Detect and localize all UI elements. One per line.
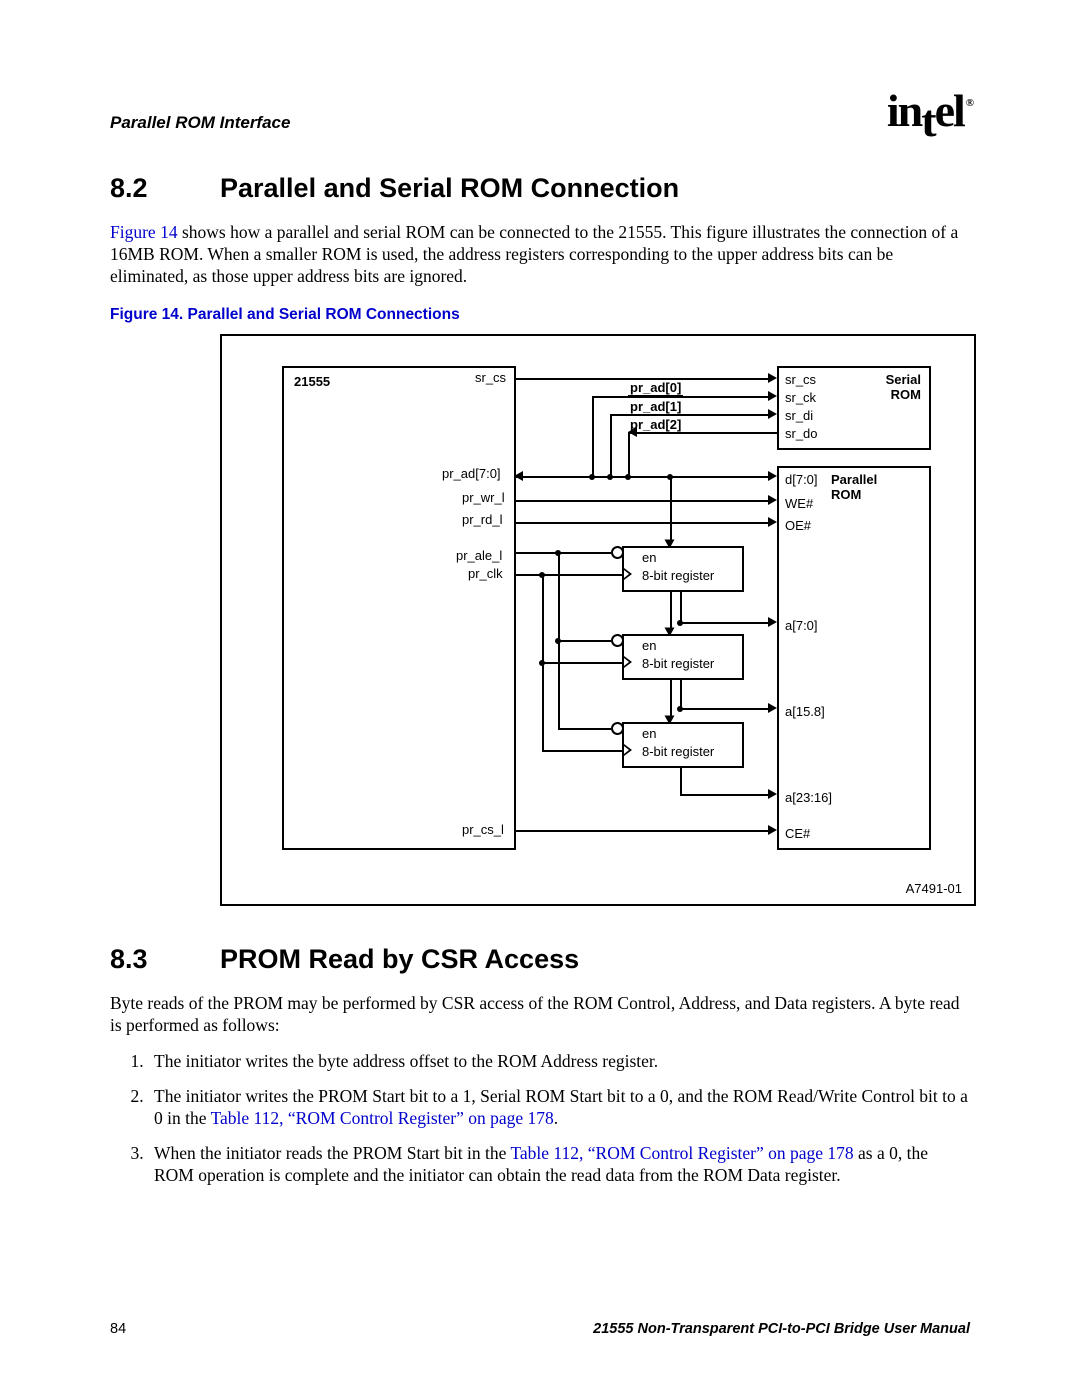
- arrow-d70-l: [514, 471, 523, 481]
- register-3: en 8-bit register: [622, 722, 744, 768]
- pin-sr-do: sr_do: [785, 426, 818, 441]
- pin-left-sr-cs: sr_cs: [475, 370, 506, 385]
- parallel-rom-label: ParallelROM: [831, 472, 877, 502]
- pin-left-prwrl: pr_wr_l: [462, 490, 505, 505]
- step-3: When the initiator reads the PROM Start …: [148, 1142, 970, 1187]
- heading-8-2: 8.2Parallel and Serial ROM Connection: [110, 173, 970, 204]
- section-8-2-paragraph: Figure 14 shows how a parallel and seria…: [110, 222, 970, 288]
- page-header: Parallel ROM Interface intel®: [110, 80, 970, 133]
- reg2-en: en: [642, 638, 656, 653]
- step-1: The initiator writes the byte address of…: [148, 1050, 970, 1072]
- serial-rom-label: SerialROM: [886, 372, 921, 402]
- arrow-we: [768, 495, 777, 505]
- arrow-a2316: [768, 789, 777, 799]
- table-112-link-b[interactable]: Table 112, “ROM Control Register” on pag…: [510, 1143, 853, 1163]
- arrow-ce: [768, 825, 777, 835]
- table-112-link-a[interactable]: Table 112, “ROM Control Register” on pag…: [211, 1108, 554, 1128]
- reg3-en-bubble: [611, 722, 624, 735]
- intel-logo: intel®: [887, 84, 970, 137]
- figure-corner-id: A7491-01: [906, 881, 962, 896]
- heading-title-83: PROM Read by CSR Access: [220, 944, 579, 974]
- pin-left-prad70: pr_ad[7:0]: [442, 466, 501, 481]
- heading-title: Parallel and Serial ROM Connection: [220, 173, 679, 203]
- reg1-en-bubble: [611, 546, 624, 559]
- paragraph-text: shows how a parallel and serial ROM can …: [110, 222, 958, 286]
- wire-prad2-v: [628, 432, 630, 478]
- arrow-sr-ck: [768, 391, 777, 401]
- section-8-3-intro: Byte reads of the PROM may be performed …: [110, 993, 970, 1037]
- manual-title: 21555 Non-Transparent PCI-to-PCI Bridge …: [593, 1321, 970, 1337]
- heading-8-3: 8.3PROM Read by CSR Access: [110, 944, 970, 975]
- reg1-en: en: [642, 550, 656, 565]
- arrow-oe: [768, 517, 777, 527]
- pin-sr-cs: sr_cs: [785, 372, 816, 387]
- bus-label-prad1: pr_ad[1]: [628, 399, 683, 416]
- pin-a158: a[15.8]: [785, 704, 825, 719]
- page-number: 84: [110, 1321, 126, 1337]
- pin-sr-ck: sr_ck: [785, 390, 816, 405]
- wire-prad-down1: [670, 476, 672, 542]
- wire-we: [514, 500, 768, 502]
- chip-serial-rom: SerialROM sr_cs sr_ck sr_di sr_do: [777, 366, 931, 450]
- wire-prad0-v: [592, 396, 594, 478]
- figure-14-caption: Figure 14. Parallel and Serial ROM Conne…: [110, 306, 970, 324]
- pin-left-pralel: pr_ale_l: [456, 548, 502, 563]
- wire-ce: [514, 830, 768, 832]
- wire-prad-main: [514, 476, 768, 478]
- page: Parallel ROM Interface intel® 8.2Paralle…: [0, 0, 1080, 1397]
- register-1: en 8-bit register: [622, 546, 744, 592]
- reg3-clk-icon: [624, 744, 632, 756]
- pin-oe: OE#: [785, 518, 811, 533]
- bus-label-prad0: pr_ad[0]: [628, 380, 683, 397]
- pin-left-prrdl: pr_rd_l: [462, 512, 502, 527]
- page-footer: 84 21555 Non-Transparent PCI-to-PCI Brid…: [110, 1321, 970, 1337]
- arrow-a158: [768, 703, 777, 713]
- chip-parallel-rom: ParallelROM d[7:0] WE# OE# a[7:0] a[15.8…: [777, 466, 931, 850]
- pin-a2316: a[23:16]: [785, 790, 832, 805]
- wire-oe: [514, 522, 768, 524]
- reg1-clk-icon: [624, 568, 632, 580]
- arrow-sr-di: [768, 409, 777, 419]
- wire-prad1-v: [610, 414, 612, 478]
- chip-21555: 21555: [282, 366, 516, 850]
- pin-left-prcsl: pr_cs_l: [462, 822, 504, 837]
- pin-a70: a[7:0]: [785, 618, 818, 633]
- figure-14-link[interactable]: Figure 14: [110, 222, 178, 242]
- pin-we: WE#: [785, 496, 813, 511]
- bus-label-prad2: pr_ad[2]: [628, 417, 683, 434]
- wire-ale: [514, 552, 611, 554]
- reg3-label: 8-bit register: [642, 744, 714, 759]
- figure-14-diagram: 21555 SerialROM sr_cs sr_ck sr_di sr_do …: [220, 334, 976, 906]
- pin-ce: CE#: [785, 826, 810, 841]
- chip-21555-label: 21555: [294, 374, 330, 389]
- reg2-clk-icon: [624, 656, 632, 668]
- pin-d70: d[7:0]: [785, 472, 818, 487]
- reg1-label: 8-bit register: [642, 568, 714, 583]
- header-section-title: Parallel ROM Interface: [110, 113, 290, 133]
- step-2: The initiator writes the PROM Start bit …: [148, 1085, 970, 1130]
- reg2-en-bubble: [611, 634, 624, 647]
- reg3-en: en: [642, 726, 656, 741]
- arrow-a70: [768, 617, 777, 627]
- reg2-label: 8-bit register: [642, 656, 714, 671]
- wire-clk: [514, 574, 622, 576]
- pin-sr-di: sr_di: [785, 408, 813, 423]
- arrow-sr-cs: [768, 373, 777, 383]
- heading-number-83: 8.3: [110, 944, 220, 975]
- prom-read-steps: The initiator writes the byte address of…: [110, 1050, 970, 1186]
- pin-left-prclk: pr_clk: [468, 566, 503, 581]
- heading-number: 8.2: [110, 173, 220, 204]
- arrow-d70-r: [768, 471, 777, 481]
- register-2: en 8-bit register: [622, 634, 744, 680]
